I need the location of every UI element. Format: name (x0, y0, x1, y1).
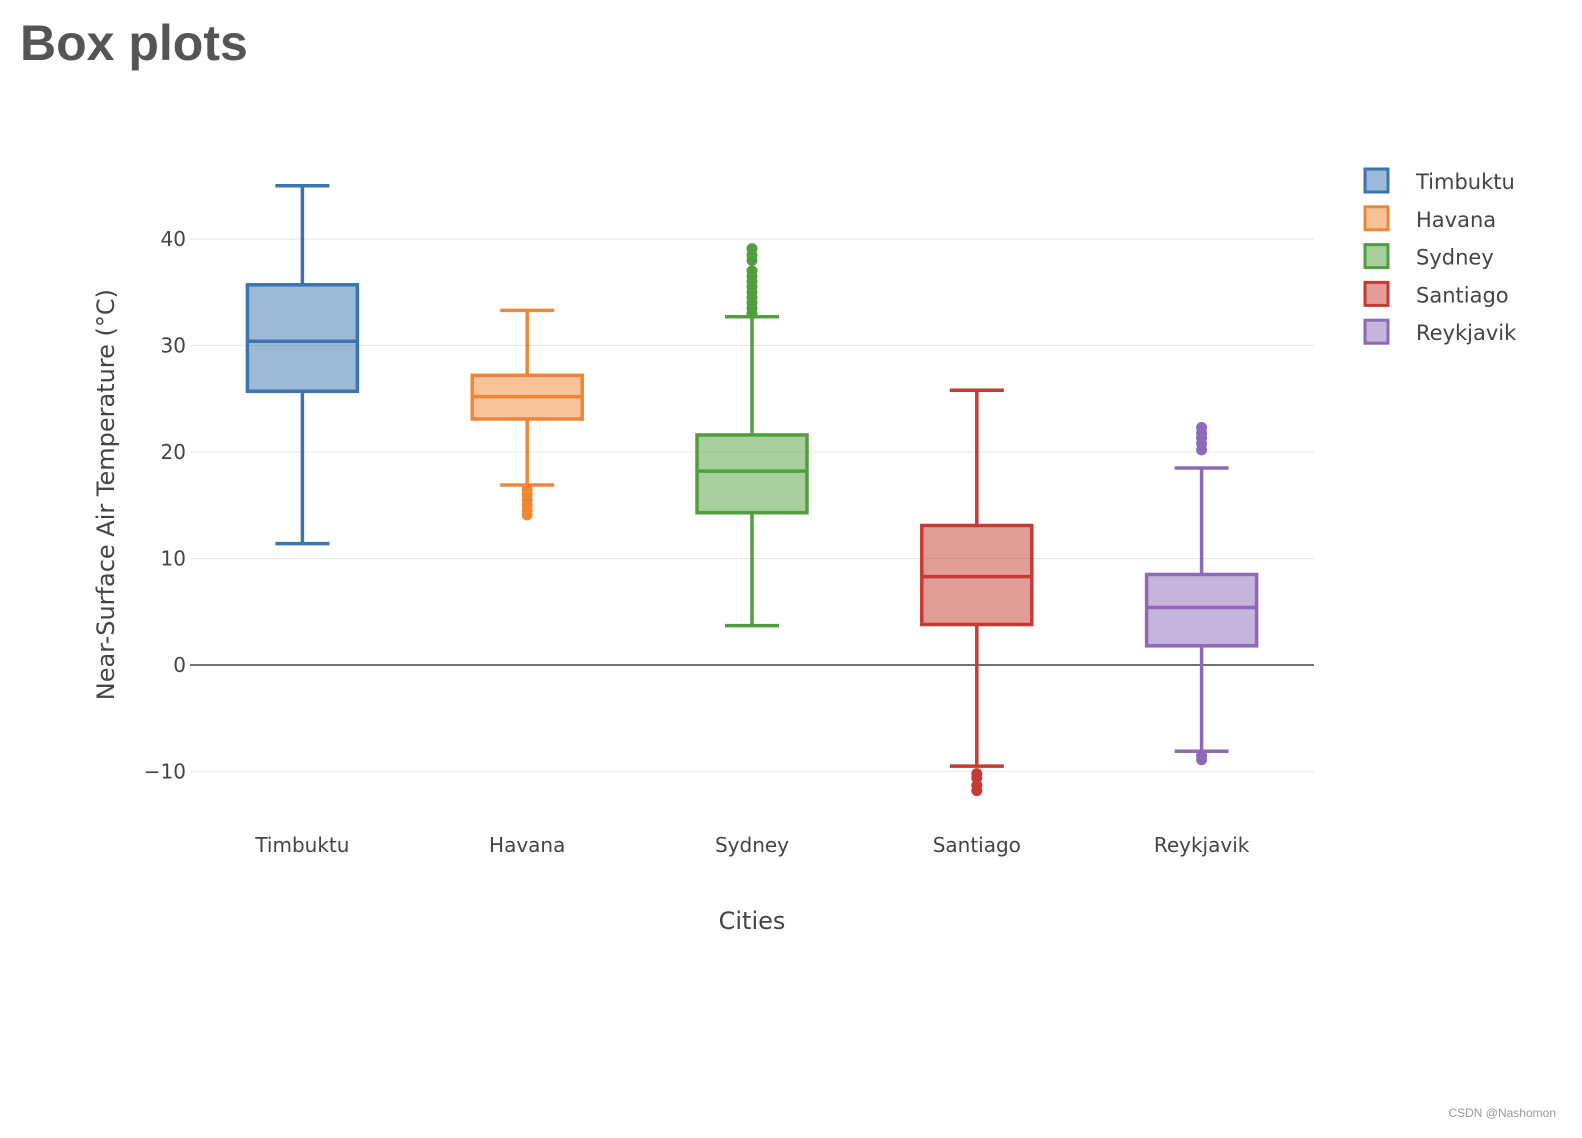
x-tick-label: Santiago (933, 833, 1021, 857)
box-sydney (695, 433, 809, 515)
outlier-point (521, 483, 533, 495)
box-timbuktu (245, 283, 360, 394)
legend-label: Sydney (1416, 246, 1494, 270)
legend-label: Reykjavik (1416, 321, 1517, 345)
outlier-point (746, 265, 758, 277)
outlier-point (1196, 422, 1208, 434)
x-tick-label: Reykjavik (1154, 833, 1250, 857)
legend-swatch (1363, 205, 1390, 232)
legend-swatch (1363, 318, 1390, 345)
legend-label: Timbuktu (1415, 170, 1515, 194)
chart-title: Box plots (20, 15, 248, 71)
outlier-point (1196, 754, 1208, 766)
outlier-point (971, 785, 983, 797)
legend-swatch (1363, 280, 1390, 307)
legend-swatch (1363, 167, 1390, 194)
y-tick-label: 30 (161, 334, 186, 358)
legend-label: Havana (1416, 208, 1496, 232)
legend-swatch (1363, 243, 1390, 270)
x-axis-label: Cities (719, 907, 786, 935)
y-tick-label: 10 (161, 547, 186, 571)
y-tick-label: 0 (173, 653, 186, 677)
y-tick-label: −10 (144, 760, 186, 784)
watermark: CSDN @Nashomon (1448, 1106, 1556, 1120)
x-tick-label: Havana (489, 833, 565, 857)
y-tick-label: 20 (161, 440, 186, 464)
legend-label: Santiago (1416, 283, 1509, 307)
x-tick-label: Timbuktu (254, 833, 349, 857)
y-tick-label: 40 (161, 227, 186, 251)
x-tick-label: Sydney (715, 833, 789, 857)
y-axis-label: Near-Surface Air Temperature (°C) (92, 289, 120, 700)
box-reykjavik (1144, 572, 1259, 648)
outlier-point (746, 243, 758, 255)
